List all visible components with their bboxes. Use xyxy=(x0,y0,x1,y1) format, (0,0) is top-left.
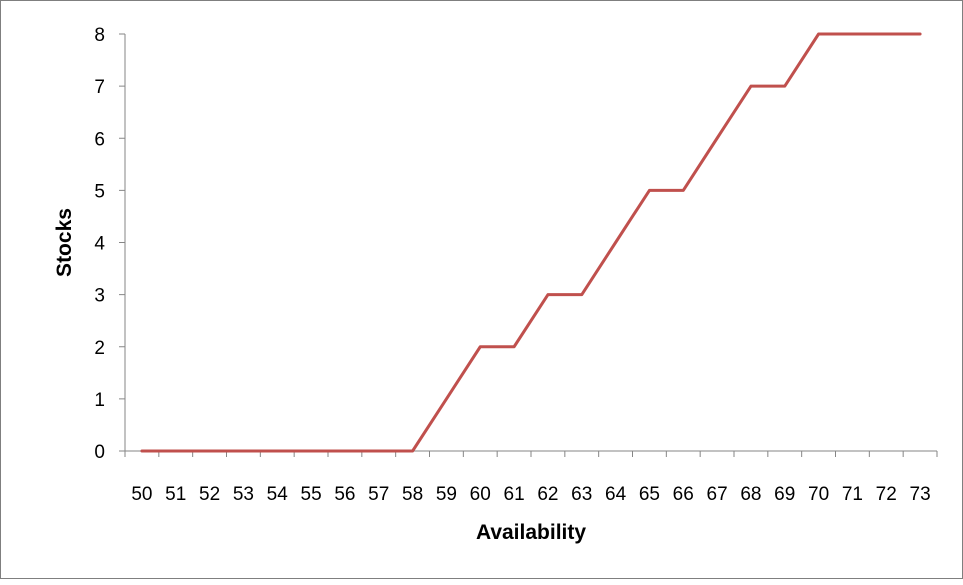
x-tick-label: 62 xyxy=(537,484,558,505)
series-layer xyxy=(142,34,920,451)
x-tick-label: 70 xyxy=(808,484,829,505)
x-tick-label: 68 xyxy=(740,484,761,505)
y-tick-label: 5 xyxy=(94,181,105,202)
x-tick-label: 72 xyxy=(876,484,897,505)
x-tick-label: 57 xyxy=(368,484,389,505)
y-tick-label: 1 xyxy=(94,390,105,411)
x-tick-label: 60 xyxy=(470,484,491,505)
x-tick-label: 66 xyxy=(673,484,694,505)
series-line xyxy=(142,34,920,451)
x-tick-label: 61 xyxy=(504,484,525,505)
x-tick-label: 73 xyxy=(910,484,931,505)
x-tick-label: 52 xyxy=(199,484,220,505)
y-tick-label: 6 xyxy=(94,129,105,150)
y-axis-title: Stocks xyxy=(53,208,76,277)
x-tick-label: 58 xyxy=(402,484,423,505)
y-tick-label: 3 xyxy=(94,286,105,307)
x-tick-label: 71 xyxy=(842,484,863,505)
x-tick-label: 59 xyxy=(436,484,457,505)
x-tick-label: 65 xyxy=(639,484,660,505)
x-axis-title: Availability xyxy=(476,521,586,544)
x-axis-ticks: 50 51 52 53 54 55 56 57 58 59 60 61 62 63 64 65 66 67 68 69… xyxy=(125,451,937,505)
y-tick-label: 2 xyxy=(94,338,105,359)
y-tick-label: 8 xyxy=(94,25,105,46)
x-tick-label: 54 xyxy=(267,484,289,505)
x-tick-label: 50 xyxy=(131,484,152,505)
x-tick-label: 55 xyxy=(301,484,322,505)
y-tick-label: 7 xyxy=(94,77,105,98)
y-axis-ticks: 0 1 2 3 4 5 6 7 8 xyxy=(94,25,125,463)
x-tick-label: 69 xyxy=(774,484,795,505)
x-tick-label: 53 xyxy=(233,484,254,505)
y-tick-label: 4 xyxy=(94,234,105,255)
x-tick-label: 67 xyxy=(707,484,728,505)
x-tick-label: 51 xyxy=(165,484,186,505)
y-tick-label: 0 xyxy=(94,442,105,463)
x-tick-label: 64 xyxy=(605,484,627,505)
x-tick-label: 56 xyxy=(334,484,355,505)
x-tick-label: 63 xyxy=(571,484,592,505)
